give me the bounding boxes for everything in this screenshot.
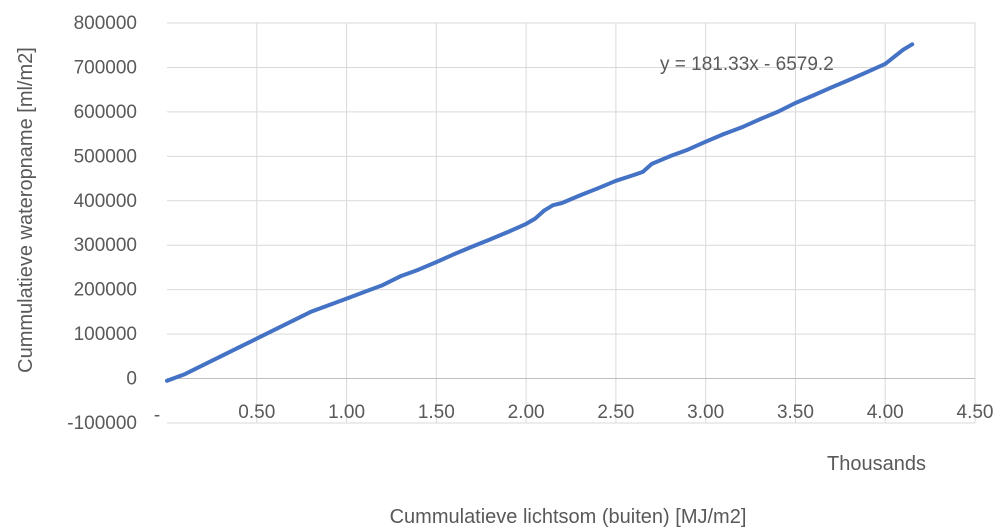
y-tick-label: 500000 <box>74 146 137 167</box>
data-point <box>793 101 798 105</box>
data-point <box>380 283 385 288</box>
y-tick-label: 400000 <box>74 191 137 212</box>
data-point <box>667 154 672 159</box>
data-point <box>685 147 690 152</box>
y-tick-label: -100000 <box>67 413 137 434</box>
y-tick-label: 800000 <box>74 13 137 34</box>
data-series <box>165 42 915 383</box>
data-point <box>551 203 555 208</box>
data-point <box>362 290 367 294</box>
data-point <box>703 139 708 144</box>
data-point <box>632 173 636 177</box>
data-point <box>596 186 600 191</box>
data-point <box>308 310 313 314</box>
y-tick-label: 300000 <box>74 235 137 256</box>
data-point <box>578 193 582 198</box>
data-point <box>829 85 834 90</box>
data-point <box>326 303 331 308</box>
x-tick-labels: 0.50 1.00 1.50 2.00 2.50 3.00 3.50 4.00 4.50 <box>238 402 993 423</box>
data-point <box>811 93 816 98</box>
trendline-equation: y = 181.33x - 6579.2 <box>660 54 834 75</box>
data-point <box>757 117 762 122</box>
x-tick-label: 2.00 <box>508 402 545 423</box>
x-tick-label: 0.50 <box>238 402 275 423</box>
data-point <box>721 132 726 136</box>
data-point <box>560 201 564 205</box>
data-point <box>272 327 277 332</box>
data-point <box>201 363 205 368</box>
data-point <box>506 230 510 234</box>
data-point <box>165 378 169 383</box>
data-point <box>901 47 905 52</box>
data-point <box>237 345 241 350</box>
x-tick-label: 4.50 <box>957 402 994 423</box>
gridlines <box>167 22 976 424</box>
y-tick-label: 200000 <box>74 280 137 301</box>
x-tick-label: 2.50 <box>597 402 634 423</box>
data-point <box>775 110 780 114</box>
data-point <box>524 222 528 226</box>
data-point <box>183 372 187 376</box>
y-axis-title: Cummulatieve wateropname [ml/m2] <box>15 47 37 373</box>
data-point <box>739 125 744 130</box>
data-point <box>470 244 475 249</box>
y-tick-label: 600000 <box>74 102 137 123</box>
data-point <box>488 237 493 242</box>
data-point <box>641 170 645 174</box>
data-point <box>910 42 914 47</box>
series-line <box>165 42 915 383</box>
data-point <box>542 208 546 213</box>
data-point <box>533 216 537 221</box>
x-tick-label: 1.00 <box>328 402 365 423</box>
y-tick-labels: 800000 700000 600000 500000 400000 300000 2000… <box>67 13 160 434</box>
x-tick-label: 1.50 <box>418 402 455 423</box>
data-point <box>344 296 349 301</box>
y-tick-label: 100000 <box>74 324 137 345</box>
x-tick-label: 3.00 <box>687 402 724 423</box>
x-tick-label: 4.00 <box>867 402 904 423</box>
data-point <box>219 354 223 359</box>
y-tick-mark: - <box>154 405 160 426</box>
y-tick-label: 700000 <box>74 57 137 78</box>
data-point <box>452 252 457 256</box>
data-point <box>650 162 654 166</box>
data-point <box>434 260 439 264</box>
x-tick-label: 3.50 <box>777 402 814 423</box>
data-point <box>254 336 259 341</box>
data-point <box>614 178 618 183</box>
data-point <box>883 62 888 66</box>
data-point <box>290 318 295 323</box>
x-display-unit: Thousands <box>827 453 926 475</box>
data-point <box>865 70 870 74</box>
x-axis-title: Cummulatieve lichtsom (buiten) [MJ/m2] <box>390 506 747 528</box>
data-point <box>847 78 852 82</box>
data-point <box>416 267 421 272</box>
y-tick-label: 0 <box>126 369 137 390</box>
data-point <box>398 274 403 279</box>
